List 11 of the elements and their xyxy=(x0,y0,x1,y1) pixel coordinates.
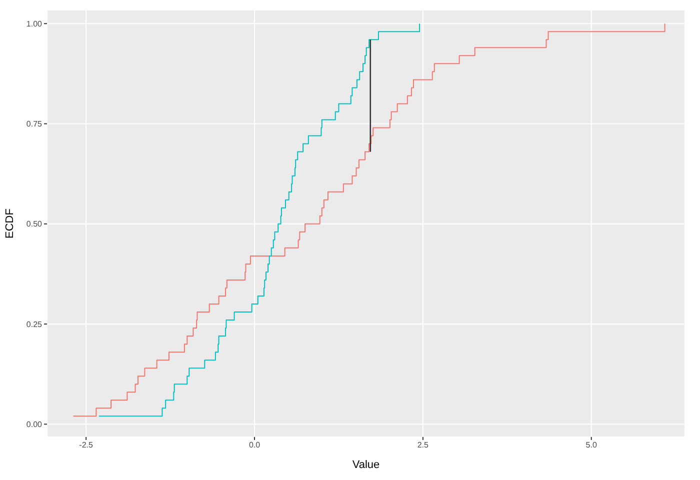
y-axis-title: ECDF xyxy=(4,208,16,238)
y-tick-label: 0.00 xyxy=(26,420,43,430)
y-tick-label: 0.50 xyxy=(26,220,43,229)
y-tick-label: 0.75 xyxy=(26,120,43,129)
x-tick-label: 0.0 xyxy=(248,440,261,450)
x-tick-label: 2.5 xyxy=(417,440,430,450)
x-axis-title: Value xyxy=(352,459,380,471)
y-tick-label: 1.00 xyxy=(26,19,43,28)
x-tick-label: 5.0 xyxy=(586,440,598,450)
x-tick-label: -2.5 xyxy=(79,440,94,450)
y-tick-label: 0.25 xyxy=(26,320,43,329)
